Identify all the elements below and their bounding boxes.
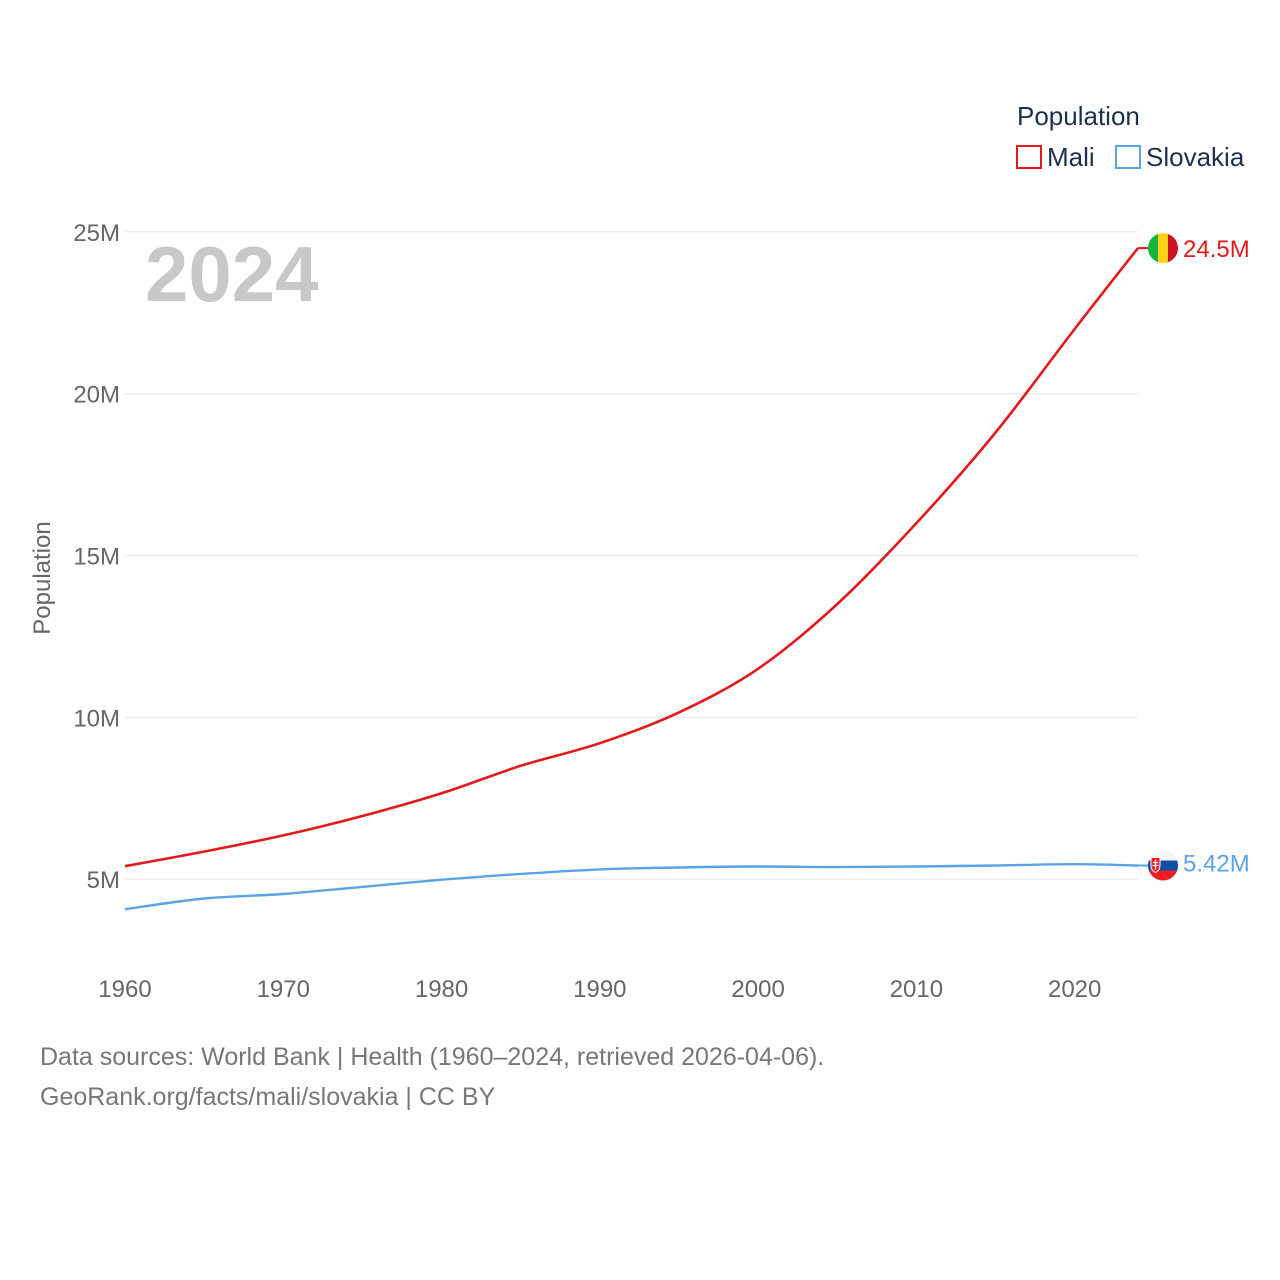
legend-swatch-slovakia[interactable]: [1115, 145, 1141, 169]
mali-flag-icon: [1148, 233, 1178, 264]
legend-title: Population: [1017, 101, 1140, 131]
end-label-slovakia: 5.42M: [1183, 851, 1250, 878]
series-line-slovakia: [124, 863, 1139, 911]
x-tick-label: 1990: [573, 976, 626, 1003]
y-tick-label: 15M: [73, 544, 120, 571]
source-line-1: Data sources: World Bank | Health (1960–…: [40, 1043, 825, 1071]
x-tick-label: 1980: [415, 976, 468, 1003]
y-tick-label: 5M: [87, 867, 120, 894]
x-tick-label: 2020: [1048, 976, 1101, 1003]
x-tick-label: 1970: [257, 976, 310, 1003]
series-lines: [124, 247, 1140, 911]
y-tick-label: 10M: [73, 705, 120, 732]
legend-label-mali[interactable]: Mali: [1047, 142, 1095, 172]
x-tick-label: 2010: [890, 976, 943, 1003]
series-line-mali: [124, 247, 1140, 868]
end-label-mali: 24.5M: [1183, 236, 1250, 263]
x-tick-label: 1960: [98, 976, 151, 1003]
y-tick-label: 25M: [73, 220, 120, 247]
legend-label-slovakia[interactable]: Slovakia: [1146, 142, 1245, 172]
end-markers: 24.5M 5.42M: [1138, 233, 1250, 881]
y-axis-ticks: 5M 10M 15M 20M 25M: [73, 220, 120, 894]
legend[interactable]: Population Mali Slovakia: [1016, 101, 1245, 172]
x-tick-label: 2000: [731, 976, 784, 1003]
slovakia-flag-icon: [1148, 850, 1178, 881]
x-axis-ticks: 1960 1970 1980 1990 2000 2010 2020: [98, 976, 1101, 1003]
legend-swatch-mali[interactable]: [1016, 145, 1042, 169]
y-tick-label: 20M: [73, 382, 120, 409]
source-line-2: GeoRank.org/facts/mali/slovakia | CC BY: [40, 1083, 496, 1111]
y-axis-label: Population: [29, 521, 56, 634]
current-year-label: 2024: [145, 230, 319, 318]
grid-lines: [125, 231, 1138, 880]
